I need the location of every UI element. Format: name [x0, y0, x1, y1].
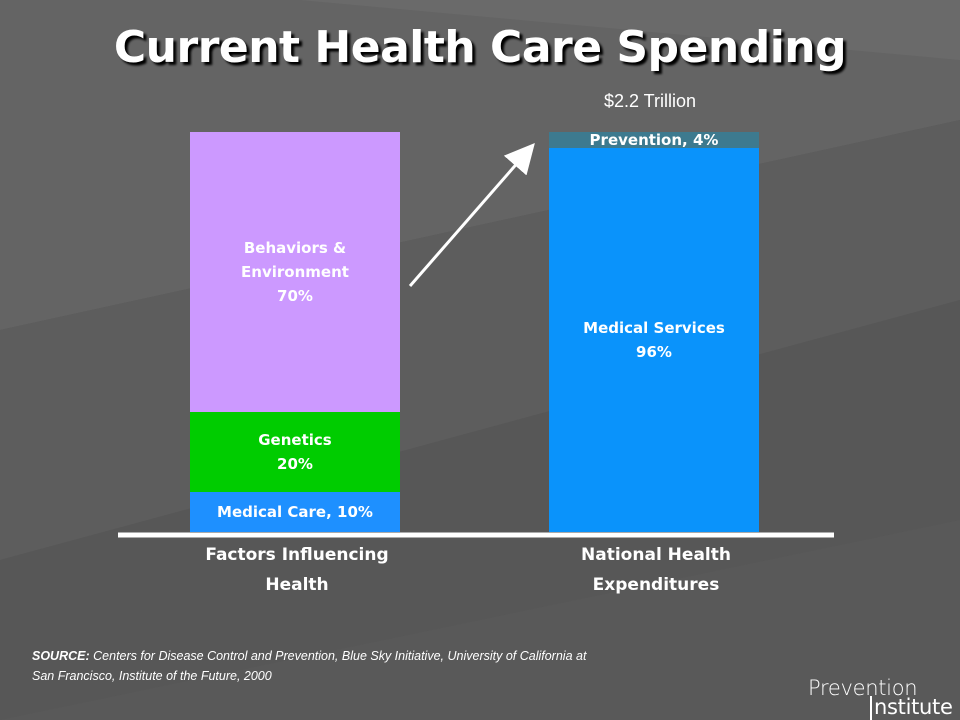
x-tick-label-0: Factors Influencing Health	[205, 545, 388, 595]
bar-segment-genetics	[190, 412, 400, 492]
annotation-arrow	[408, 142, 535, 287]
bar-label-medical_services: Medical Services 96%	[583, 319, 725, 361]
prevention-institute-logo: Prevention nstitute	[808, 676, 953, 720]
source-note: SOURCE: Centers for Disease Control and …	[32, 646, 592, 686]
bar-label-genetics: Genetics 20%	[258, 431, 332, 473]
logo-line-2: nstitute	[874, 695, 953, 719]
bar-label-prevention: Prevention, 4%	[590, 131, 719, 149]
bar-segment-prevention	[549, 132, 759, 148]
source-text: Centers for Disease Control and Preventi…	[32, 649, 587, 683]
bar-segment-behaviors	[190, 132, 400, 412]
chart-title: Current Health Care Spending	[113, 22, 847, 73]
bar-label-behaviors: Behaviors & Environment 70%	[241, 239, 349, 305]
bar-segment-medical_services	[549, 148, 759, 532]
chart-subtitle: $2.2 Trillion	[603, 91, 697, 111]
bar-label-medical_care: Medical Care, 10%	[217, 503, 373, 521]
logo-line-1: Prevention	[808, 676, 918, 700]
source-label: SOURCE:	[32, 649, 90, 663]
bar-segment-medical_care	[190, 492, 400, 532]
x-tick-label-1: National Health Expenditures	[581, 545, 731, 595]
logo-bar-icon	[870, 696, 872, 720]
